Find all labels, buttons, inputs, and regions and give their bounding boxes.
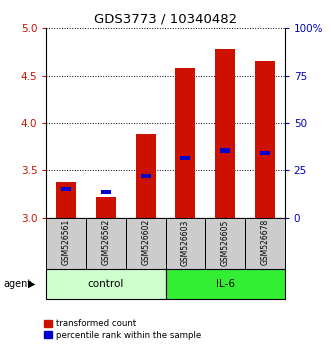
Text: ▶: ▶ (28, 279, 35, 289)
FancyBboxPatch shape (166, 218, 205, 269)
Text: GSM526678: GSM526678 (260, 219, 269, 266)
Bar (56, 182, 76, 218)
Text: GSM526602: GSM526602 (141, 219, 150, 266)
FancyBboxPatch shape (86, 218, 126, 269)
Legend: transformed count, percentile rank within the sample: transformed count, percentile rank withi… (44, 319, 201, 339)
Bar (215, 49, 235, 218)
FancyBboxPatch shape (126, 218, 166, 269)
Bar (61, 187, 71, 192)
Bar (220, 148, 230, 153)
Bar (175, 68, 195, 218)
Text: GSM526561: GSM526561 (62, 219, 71, 266)
Bar (141, 174, 151, 178)
FancyBboxPatch shape (46, 218, 86, 269)
Text: GDS3773 / 10340482: GDS3773 / 10340482 (94, 12, 237, 25)
FancyBboxPatch shape (205, 218, 245, 269)
Text: IL-6: IL-6 (215, 279, 235, 289)
Bar (101, 190, 111, 194)
Text: agent: agent (3, 279, 31, 289)
Text: control: control (88, 279, 124, 289)
Bar (260, 151, 270, 155)
Bar (180, 156, 190, 160)
Text: GSM526605: GSM526605 (220, 219, 230, 266)
FancyBboxPatch shape (245, 218, 285, 269)
FancyBboxPatch shape (166, 269, 285, 299)
FancyBboxPatch shape (46, 269, 166, 299)
Bar (96, 197, 116, 218)
Text: GSM526603: GSM526603 (181, 219, 190, 266)
Bar (136, 135, 156, 218)
Bar (255, 62, 275, 218)
Text: GSM526562: GSM526562 (101, 219, 111, 266)
